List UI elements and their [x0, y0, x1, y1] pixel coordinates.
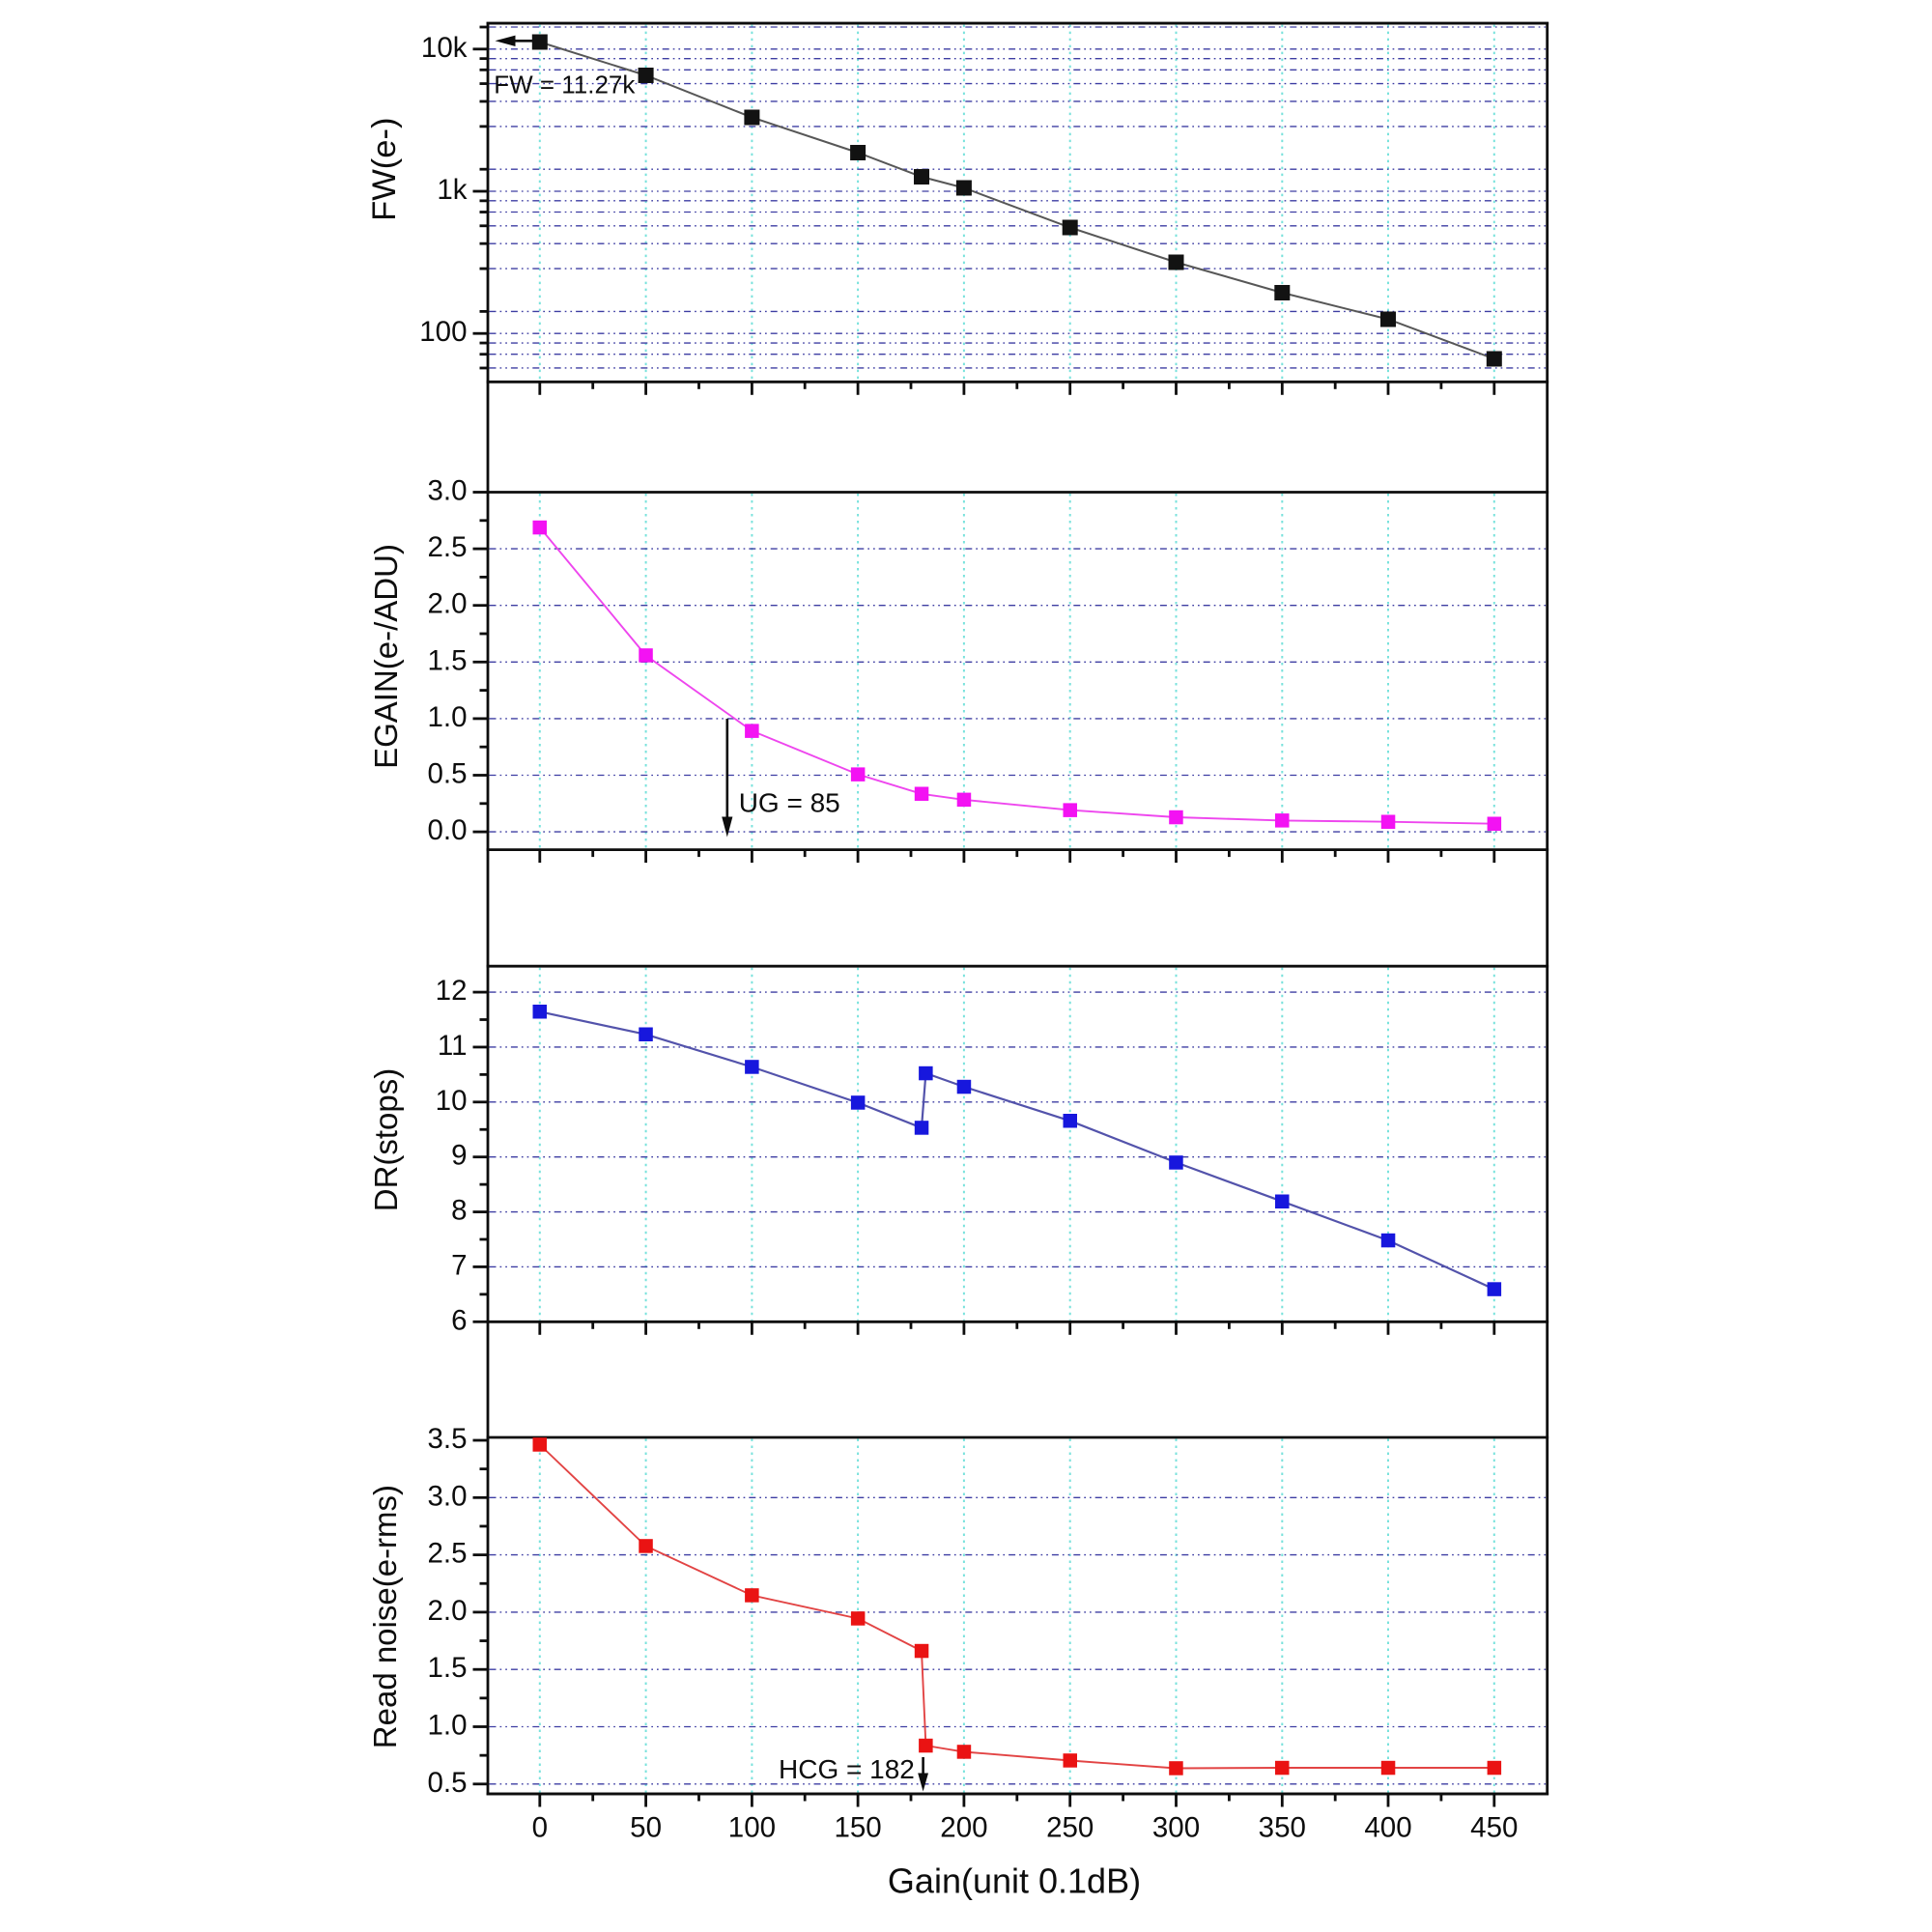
- svg-text:0.5: 0.5: [427, 758, 467, 790]
- svg-text:FW = 11.27k: FW = 11.27k: [494, 71, 636, 99]
- svg-text:10: 10: [436, 1085, 468, 1117]
- svg-text:HCG = 182: HCG = 182: [779, 1754, 915, 1784]
- svg-text:3.0: 3.0: [427, 475, 467, 507]
- svg-text:100: 100: [728, 1811, 776, 1843]
- svg-text:400: 400: [1364, 1811, 1411, 1843]
- svg-text:1.0: 1.0: [427, 1710, 467, 1742]
- svg-text:2.0: 2.0: [427, 1595, 467, 1627]
- svg-text:1.5: 1.5: [427, 1652, 467, 1684]
- svg-text:7: 7: [451, 1249, 467, 1281]
- svg-text:50: 50: [630, 1811, 662, 1843]
- svg-text:0.5: 0.5: [427, 1767, 467, 1799]
- svg-text:2.5: 2.5: [427, 1538, 467, 1570]
- svg-text:150: 150: [834, 1811, 881, 1843]
- svg-text:3.5: 3.5: [427, 1423, 467, 1455]
- svg-text:100: 100: [419, 316, 467, 348]
- svg-text:0.0: 0.0: [427, 814, 467, 846]
- svg-text:0: 0: [532, 1811, 548, 1843]
- svg-text:Read noise(e-rms): Read noise(e-rms): [367, 1485, 403, 1748]
- svg-text:12: 12: [436, 975, 468, 1007]
- svg-text:1k: 1k: [437, 174, 467, 206]
- svg-text:9: 9: [451, 1140, 467, 1172]
- svg-text:6: 6: [451, 1304, 467, 1336]
- svg-text:250: 250: [1046, 1811, 1094, 1843]
- svg-text:300: 300: [1152, 1811, 1200, 1843]
- svg-text:11: 11: [438, 1030, 468, 1062]
- svg-text:8: 8: [451, 1195, 467, 1227]
- svg-text:450: 450: [1470, 1811, 1518, 1843]
- svg-text:3.0: 3.0: [427, 1480, 467, 1512]
- svg-text:2.0: 2.0: [427, 588, 467, 620]
- svg-text:200: 200: [940, 1811, 987, 1843]
- svg-text:FW(e-): FW(e-): [366, 118, 403, 221]
- svg-text:EGAIN(e-/ADU): EGAIN(e-/ADU): [368, 544, 404, 769]
- svg-text:Gain(unit 0.1dB): Gain(unit 0.1dB): [888, 1861, 1141, 1900]
- svg-text:2.5: 2.5: [427, 531, 467, 563]
- svg-text:UG = 85: UG = 85: [739, 787, 840, 817]
- svg-text:350: 350: [1259, 1811, 1306, 1843]
- svg-text:DR(stops): DR(stops): [368, 1068, 404, 1212]
- svg-text:1.5: 1.5: [427, 644, 467, 676]
- svg-text:1.0: 1.0: [427, 701, 467, 733]
- svg-text:10k: 10k: [421, 32, 468, 64]
